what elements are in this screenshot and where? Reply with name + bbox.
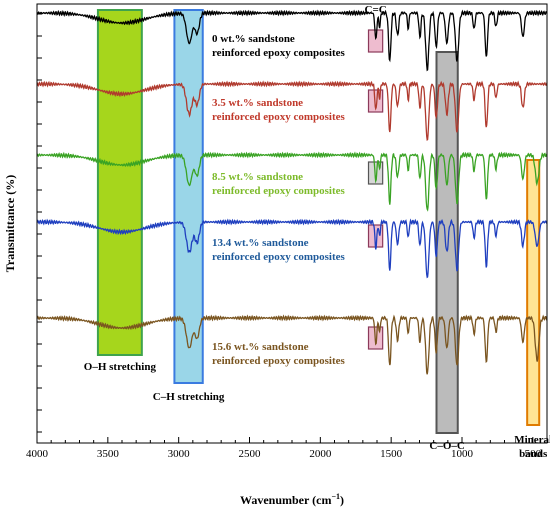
cc-label: C=C (365, 4, 387, 16)
series-label: 13.4 wt.% sandstone (212, 237, 309, 249)
series-label: reinforced epoxy composites (212, 185, 346, 197)
band-label: O–H stretching (84, 361, 157, 373)
band-label: Mineral (514, 434, 550, 446)
band-label: bands (519, 448, 548, 460)
spectra-lines (36, 9, 548, 375)
series-label: reinforced epoxy composites (212, 47, 346, 59)
series-line (36, 151, 548, 212)
series-line (36, 80, 548, 141)
band-label: C–H stretching (153, 391, 225, 403)
x-axis-title: Wavenumber (cm−1) (240, 492, 344, 507)
series-line (36, 314, 548, 375)
series-line (36, 9, 548, 72)
x-tick-label: 500 (525, 448, 542, 460)
series-label: reinforced epoxy composites (212, 251, 346, 263)
x-tick-label: 1500 (380, 448, 403, 460)
x-tick-label: 1000 (451, 448, 474, 460)
band-rect (526, 159, 541, 426)
series-label: 15.6 wt.% sandstone (212, 341, 309, 353)
x-tick-label: 4000 (26, 448, 49, 460)
series-label: reinforced epoxy composites (212, 355, 346, 367)
y-axis-title: Transmittance (%) (3, 175, 17, 272)
band-rect (435, 51, 459, 434)
series-label: 0 wt.% sandstone (212, 33, 295, 45)
x-axis: 4000 3500 3000 2500 2000 1500 1000 500 (26, 13, 548, 460)
series-label: reinforced epoxy composites (212, 111, 346, 123)
band-rect (173, 9, 204, 384)
series-label: 3.5 wt.% sandstone (212, 97, 303, 109)
band-rect (96, 9, 143, 356)
series-label: 8.5 wt.% sandstone (212, 171, 303, 183)
x-tick-label: 2000 (309, 448, 332, 460)
band-highlights (96, 9, 541, 434)
x-tick-label: 2500 (239, 448, 262, 460)
x-tick-label: 3500 (97, 448, 120, 460)
x-tick-label: 3000 (168, 448, 191, 460)
series-line (36, 218, 548, 279)
